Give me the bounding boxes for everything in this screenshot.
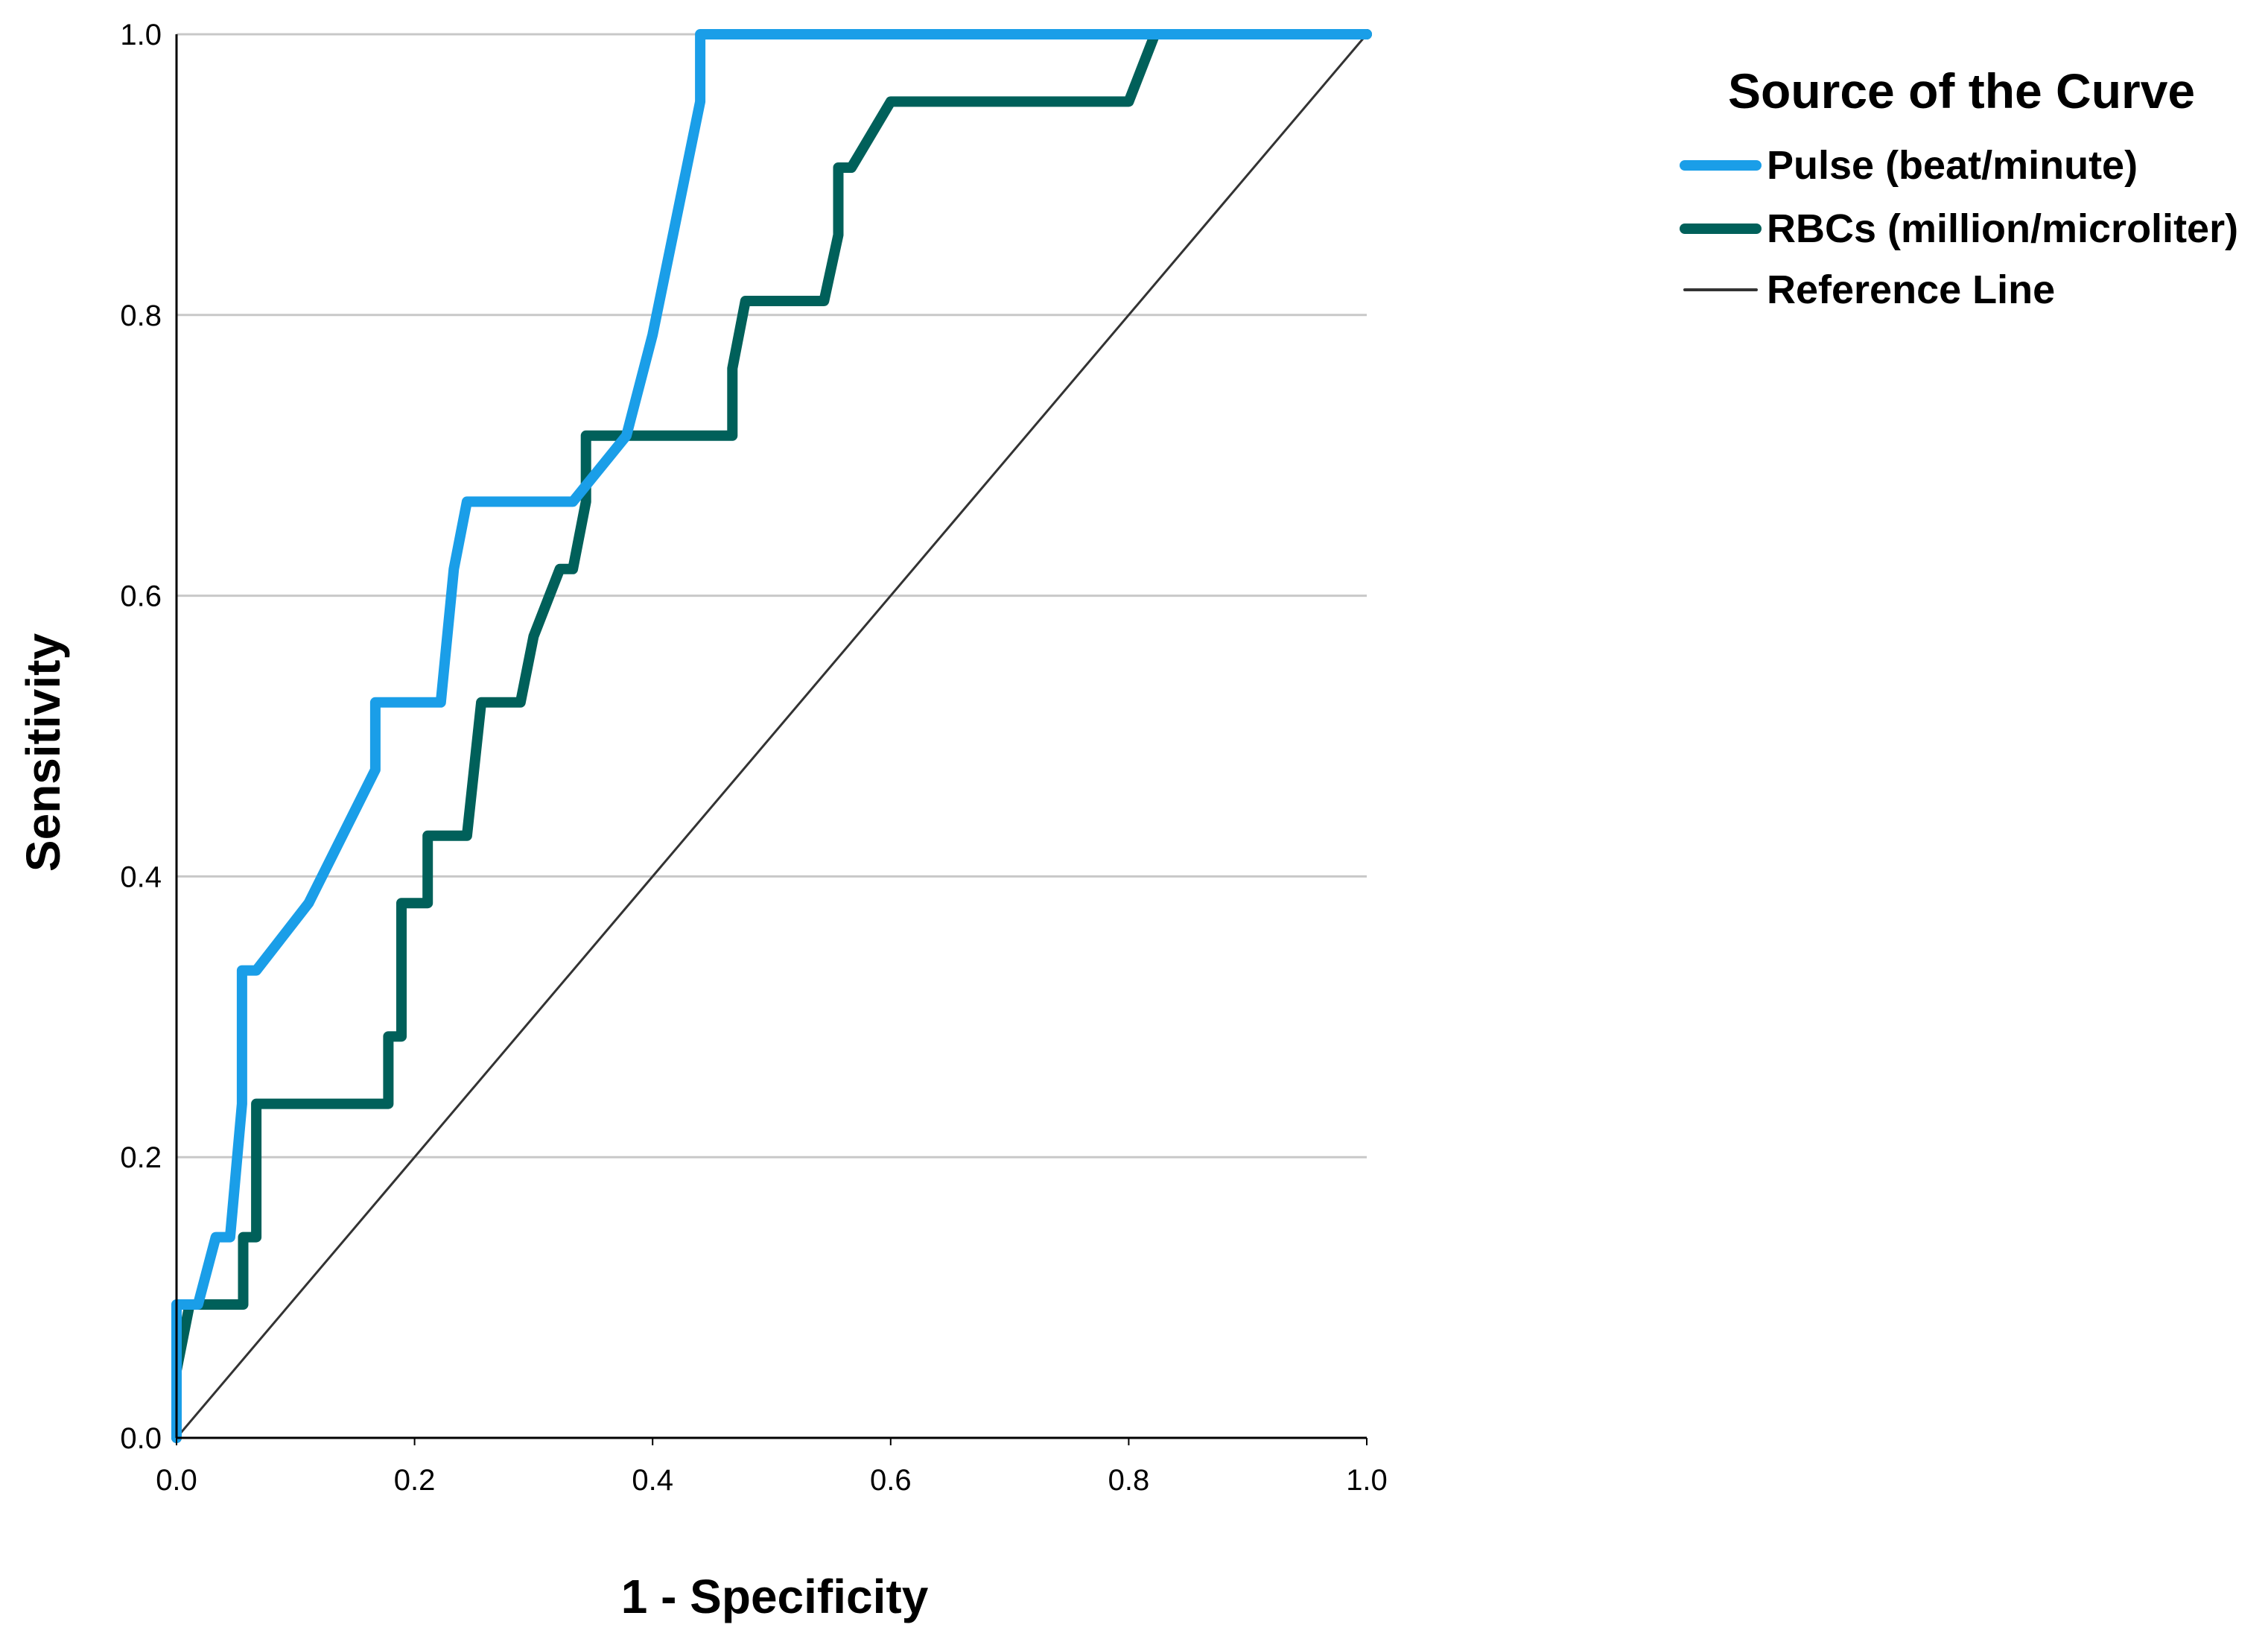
y-tick-label-2: 0.4 bbox=[120, 860, 162, 893]
series-line-rbcs-million-microliter bbox=[171, 29, 1372, 1443]
x-tick-label-1: 0.2 bbox=[394, 1464, 436, 1497]
x-tick-label-2: 0.4 bbox=[632, 1464, 673, 1497]
legend-label-2: Reference Line bbox=[1767, 267, 2055, 312]
legend-title: Source of the Curve bbox=[1728, 63, 2195, 118]
y-tick-label-1: 0.2 bbox=[120, 1141, 162, 1174]
series-line-pulse-beat-minute bbox=[171, 29, 1372, 1443]
y-axis-title: Sensitivity bbox=[16, 633, 70, 872]
x-tick-label-0: 0.0 bbox=[156, 1464, 197, 1497]
y-tick-label-4: 0.8 bbox=[120, 299, 162, 332]
y-tick-label-0: 0.0 bbox=[120, 1422, 162, 1455]
y-tick-labels: 0.0 0.2 0.4 0.6 0.8 1.0 bbox=[120, 19, 162, 1455]
x-axis-title: 1 - Specificity bbox=[621, 1570, 929, 1623]
gridlines bbox=[177, 33, 1367, 1158]
legend-label-0: Pulse (beat/minute) bbox=[1767, 143, 2138, 188]
series-layer bbox=[171, 29, 1372, 1443]
x-tick-label-3: 0.6 bbox=[870, 1464, 912, 1497]
legend-label-1: RBCs (million/microliter) bbox=[1767, 206, 2238, 251]
x-tick-label-5: 1.0 bbox=[1346, 1464, 1388, 1497]
x-tick-labels: 0.0 0.2 0.4 0.6 0.8 1.0 bbox=[156, 1438, 1388, 1497]
x-tick-label-4: 0.8 bbox=[1108, 1464, 1150, 1497]
y-tick-label-3: 0.6 bbox=[120, 580, 162, 613]
y-tick-label-5: 1.0 bbox=[120, 19, 162, 51]
legend: Source of the Curve Pulse (beat/minute) R… bbox=[1680, 63, 2238, 312]
axes bbox=[175, 34, 1367, 1439]
series-line-reference-line bbox=[175, 33, 1368, 1439]
